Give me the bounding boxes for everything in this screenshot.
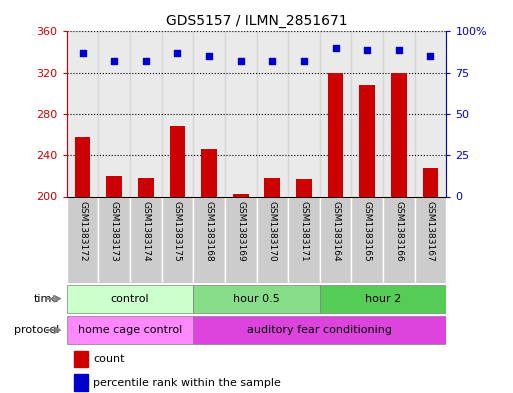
Bar	[67, 31, 98, 196]
Bar	[351, 31, 383, 196]
Bar	[423, 167, 439, 196]
Text: count: count	[93, 354, 125, 364]
Text: control: control	[111, 294, 149, 304]
Bar	[162, 31, 193, 196]
Bar	[67, 316, 193, 344]
Bar	[74, 137, 90, 196]
Bar	[225, 31, 256, 196]
Bar	[138, 178, 154, 196]
Point	[236, 58, 245, 64]
Text: GSM1383169: GSM1383169	[236, 201, 245, 262]
Text: GSM1383172: GSM1383172	[78, 201, 87, 261]
Point	[331, 45, 340, 51]
Point	[394, 46, 403, 53]
Text: home cage control: home cage control	[78, 325, 182, 335]
Text: GSM1383171: GSM1383171	[300, 201, 308, 262]
Bar	[415, 31, 446, 196]
Bar	[351, 196, 383, 283]
Bar	[193, 196, 225, 283]
Bar	[130, 196, 162, 283]
Point	[300, 58, 308, 64]
Point	[205, 53, 213, 59]
Text: GSM1383166: GSM1383166	[394, 201, 403, 262]
Bar	[256, 196, 288, 283]
Text: GSM1383170: GSM1383170	[268, 201, 277, 262]
Bar	[162, 196, 193, 283]
Text: GSM1383173: GSM1383173	[110, 201, 119, 262]
Bar	[296, 179, 312, 196]
Bar	[74, 351, 88, 367]
Point	[268, 58, 277, 64]
Point	[142, 58, 150, 64]
Bar	[233, 195, 249, 196]
Bar	[288, 31, 320, 196]
Text: GSM1383165: GSM1383165	[363, 201, 372, 262]
Bar	[193, 31, 225, 196]
Bar	[201, 149, 217, 196]
Text: GSM1383164: GSM1383164	[331, 201, 340, 261]
Bar	[328, 73, 344, 196]
Bar	[391, 73, 407, 196]
Bar	[264, 178, 280, 196]
Bar	[225, 196, 256, 283]
Text: percentile rank within the sample: percentile rank within the sample	[93, 378, 281, 387]
Bar	[320, 31, 351, 196]
Bar	[359, 85, 375, 196]
Point	[110, 58, 118, 64]
Bar	[383, 31, 415, 196]
Point	[78, 50, 87, 56]
Text: time: time	[34, 294, 59, 304]
Bar	[320, 196, 351, 283]
Bar	[193, 316, 446, 344]
Point	[363, 46, 371, 53]
Bar	[98, 196, 130, 283]
Bar	[415, 196, 446, 283]
Bar	[74, 374, 88, 391]
Bar	[320, 285, 446, 313]
Text: GSM1383168: GSM1383168	[205, 201, 213, 262]
Text: GSM1383167: GSM1383167	[426, 201, 435, 262]
Text: hour 2: hour 2	[365, 294, 401, 304]
Bar	[98, 31, 130, 196]
Bar	[169, 127, 185, 196]
Bar	[383, 196, 415, 283]
Point	[173, 50, 182, 56]
Text: GSM1383174: GSM1383174	[141, 201, 150, 261]
Text: protocol: protocol	[14, 325, 59, 335]
Bar	[288, 196, 320, 283]
Text: hour 0.5: hour 0.5	[233, 294, 280, 304]
Point	[426, 53, 435, 59]
Bar	[130, 31, 162, 196]
Text: GSM1383175: GSM1383175	[173, 201, 182, 262]
Bar	[256, 31, 288, 196]
Text: auditory fear conditioning: auditory fear conditioning	[247, 325, 392, 335]
Bar	[67, 196, 98, 283]
Title: GDS5157 / ILMN_2851671: GDS5157 / ILMN_2851671	[166, 14, 347, 28]
Bar	[193, 285, 320, 313]
Bar	[106, 176, 122, 196]
Bar	[67, 285, 193, 313]
